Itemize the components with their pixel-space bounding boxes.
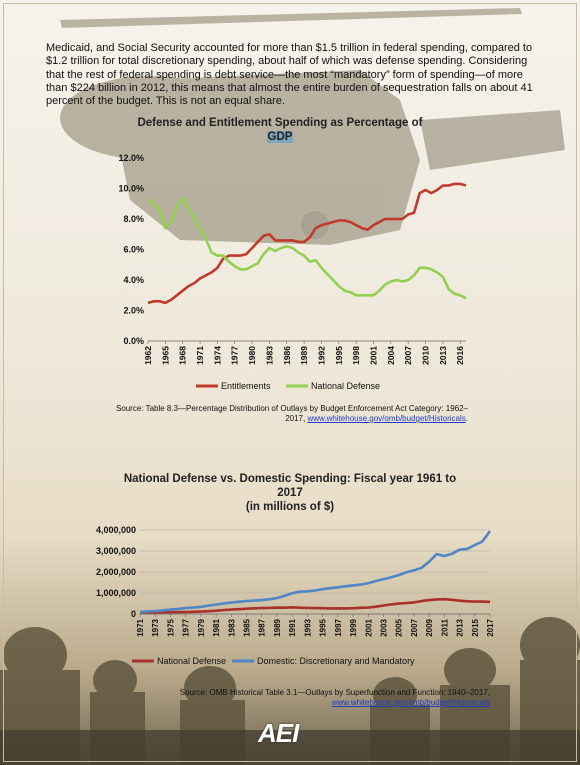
chart1-source-line1: Source: Table 8.3—Percentage Distributio… <box>115 404 468 413</box>
x-tick-label: 1987 <box>258 618 267 636</box>
x-tick-label: 1975 <box>166 618 175 636</box>
x-tick-label: 2017 <box>486 618 495 636</box>
x-tick-label: 2013 <box>456 618 465 636</box>
y-tick-label: 3,000,000 <box>96 546 136 556</box>
x-tick-label: 2007 <box>410 618 419 636</box>
y-tick-label: 2,000,000 <box>96 567 136 577</box>
x-tick-label: 2015 <box>471 618 480 636</box>
x-tick-label: 1993 <box>303 618 312 636</box>
legend-label: Entitlements <box>221 381 271 391</box>
x-tick-label: 2005 <box>395 618 404 636</box>
legend-label: Domestic: Discretionary and Mandatory <box>257 656 415 666</box>
x-tick-label: 2011 <box>440 618 449 636</box>
x-tick-label: 1985 <box>243 618 252 636</box>
x-tick-label: 1971 <box>136 618 145 636</box>
x-tick-label: 1986 <box>282 346 292 365</box>
x-tick-label: 1989 <box>299 346 309 365</box>
x-tick-label: 2016 <box>455 346 465 365</box>
chart1-title-line1: Defense and Entitlement Spending as Perc… <box>137 117 423 129</box>
y-tick-label: 8.0% <box>123 214 144 224</box>
chart2-title: National Defense vs. Domestic Spending: … <box>110 472 470 514</box>
intro-text: Medicaid, and Social Security accounted … <box>46 42 533 108</box>
y-tick-label: 0 <box>131 609 136 619</box>
x-tick-label: 1983 <box>264 346 274 365</box>
chart1-title-line2: GDP <box>266 131 294 143</box>
y-tick-label: 4,000,000 <box>96 525 136 535</box>
x-tick-label: 1979 <box>197 618 206 636</box>
y-tick-label: 6.0% <box>123 245 144 255</box>
series-line-domestic-discretionary-and-mandatory <box>139 530 492 614</box>
soldiers-background-image <box>0 617 580 765</box>
x-tick-label: 2013 <box>438 346 448 365</box>
y-tick-label: 12.0% <box>118 153 144 163</box>
chart2-title-line3: (in millions of $) <box>245 501 335 513</box>
series-line-entitlements <box>147 182 467 305</box>
x-tick-label: 1973 <box>151 618 160 636</box>
chart1-source: Source: Table 8.3—Percentage Distributio… <box>70 404 468 424</box>
x-tick-label: 2001 <box>368 346 378 365</box>
x-tick-label: 2001 <box>364 618 373 636</box>
chart2-source: Source: OMB Historical Table 3.1—Outlays… <box>150 688 490 708</box>
legend-label: National Defense <box>311 381 380 391</box>
legend-item: National Defense <box>286 381 380 391</box>
helicopter-background-image <box>60 8 565 245</box>
x-tick-label: 1989 <box>273 618 282 636</box>
chart1-source-prefix: 2017, <box>285 414 308 423</box>
chart2-title-line2: 2017 <box>277 487 303 499</box>
x-tick-label: 1981 <box>212 618 221 636</box>
x-tick-label: 1983 <box>227 618 236 636</box>
x-tick-label: 1971 <box>195 346 205 365</box>
x-tick-label: 1992 <box>316 346 326 365</box>
x-tick-label: 2010 <box>421 346 431 365</box>
aei-logo: AEI <box>258 718 299 748</box>
x-tick-label: 1965 <box>160 346 170 365</box>
x-tick-label: 2003 <box>379 618 388 636</box>
legend-item: Entitlements <box>196 381 271 391</box>
y-tick-label: 0.0% <box>123 336 144 346</box>
defense-entitlement-chart: 0.0% 2.0% 4.0% 6.0% 8.0% 10.0% 12.0% 1962 1965 19… <box>118 153 467 391</box>
chart2-source-link[interactable]: www.whitehouse.gov/omb/budget/Historical… <box>331 698 490 707</box>
x-tick-label: 1968 <box>178 346 188 365</box>
y-tick-label: 10.0% <box>118 184 144 194</box>
intro-paragraph: Medicaid, and Social Security accounted … <box>46 42 546 108</box>
y-tick-label: 1,000,000 <box>96 588 136 598</box>
x-tick-label: 1991 <box>288 618 297 636</box>
chart2-source-line1: Source: OMB Historical Table 3.1—Outlays… <box>179 688 490 697</box>
defense-domestic-chart: 0 1,000,000 2,000,000 3,000,000 4,000,000 197… <box>96 525 495 666</box>
x-tick-label: 2004 <box>386 346 396 365</box>
x-tick-label: 2009 <box>425 618 434 636</box>
legend-item: National Defense <box>132 656 226 666</box>
x-tick-label: 1998 <box>351 346 361 365</box>
y-tick-label: 2.0% <box>123 306 144 316</box>
chart1-source-link[interactable]: www.whitehouse.gov/omb/budget/Historical… <box>307 414 466 423</box>
series-line-national-defense <box>147 196 467 300</box>
x-tick-label: 2007 <box>403 346 413 365</box>
x-tick-label: 1977 <box>182 618 191 636</box>
x-tick-label: 1977 <box>230 346 240 365</box>
x-tick-label: 1974 <box>212 346 222 365</box>
chart2-title-line1: National Defense vs. Domestic Spending: … <box>123 473 457 485</box>
x-tick-label: 1999 <box>349 618 358 636</box>
x-tick-label: 1962 <box>143 346 153 365</box>
x-tick-label: 1997 <box>334 618 343 636</box>
x-tick-label: 1980 <box>247 346 257 365</box>
legend-label: National Defense <box>157 656 226 666</box>
legend-item: Domestic: Discretionary and Mandatory <box>232 656 415 666</box>
x-tick-label: 1995 <box>334 346 344 365</box>
x-tick-label: 1995 <box>319 618 328 636</box>
series-line-national-defense <box>140 597 491 614</box>
chart1-title: Defense and Entitlement Spending as Perc… <box>120 116 440 144</box>
y-tick-label: 4.0% <box>123 275 144 285</box>
